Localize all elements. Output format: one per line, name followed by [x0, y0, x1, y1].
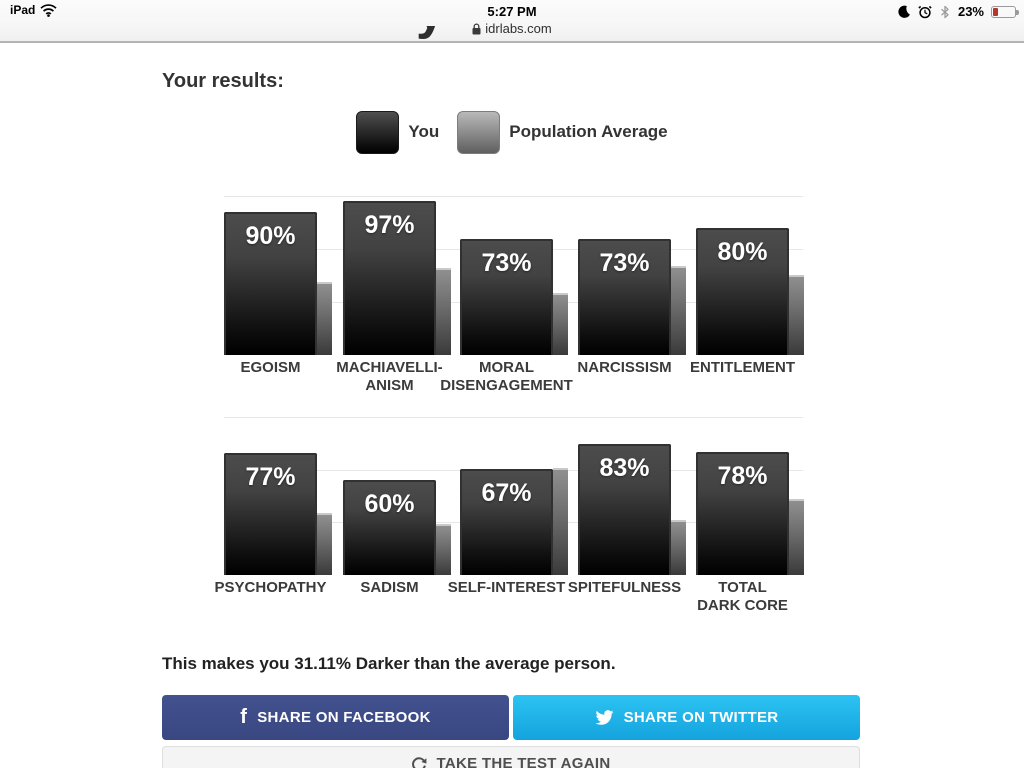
- share-button-row: f SHARE ON FACEBOOK SHARE ON TWITTER: [162, 695, 860, 740]
- bluetooth-icon: [941, 5, 949, 18]
- gridline: [224, 417, 803, 418]
- you-bar: 67%: [460, 469, 553, 575]
- category-label: SPITEFULNESS: [567, 579, 682, 596]
- bar-group: 83%: [578, 444, 686, 575]
- alarm-icon: [918, 5, 932, 18]
- bar-value-label: 83%: [599, 454, 650, 482]
- wifi-icon: [40, 3, 57, 17]
- you-bar: 83%: [578, 444, 671, 575]
- status-right: 23%: [897, 4, 1019, 19]
- darkness-summary: This makes you 31.11% Darker than the av…: [162, 654, 616, 673]
- gridline: [224, 196, 803, 197]
- you-bar: 73%: [460, 239, 553, 355]
- bar-group: 78%: [696, 452, 804, 575]
- page-title-cutoff-descender: y: [416, 26, 462, 43]
- chart-legend: You Population Average: [162, 109, 862, 155]
- chart-plot: 77% 60% 67% 83% 78%: [224, 417, 804, 575]
- clock: 5:27 PM: [487, 4, 537, 19]
- status-left: iPad: [10, 3, 57, 17]
- you-bar: 78%: [696, 452, 789, 575]
- legend-item-you: You: [356, 110, 440, 154]
- you-bar: 97%: [343, 201, 436, 355]
- legend-average-label: Population Average: [509, 122, 668, 141]
- bar-value-label: 97%: [364, 211, 415, 239]
- bar-value-label: 90%: [245, 222, 296, 250]
- category-label: MACHIAVELLI- ANISM: [336, 359, 443, 394]
- category-label: MORAL DISENGAGEMENT: [440, 359, 573, 394]
- traits-chart-row-2: 77% 60% 67% 83% 78% PSYCHOPATHY SADISM SELF-IN…: [215, 417, 804, 614]
- carrier-label: iPad: [10, 3, 36, 17]
- bar-group: 80%: [696, 228, 804, 355]
- traits-chart-row-1: 90% 97% 73% 73% 80% EGOISM MACHIAVELLI- ANISM M…: [224, 196, 804, 394]
- category-label: NARCISSISM: [577, 359, 672, 376]
- bar-value-label: 73%: [599, 249, 650, 277]
- population-average-bar: [317, 282, 332, 355]
- bar-value-label: 80%: [717, 238, 768, 266]
- retake-button-label: TAKE THE TEST AGAIN: [436, 755, 611, 768]
- url-text: idrlabs.com: [485, 21, 552, 36]
- category-label: ENTITLEMENT: [690, 359, 795, 376]
- results-heading: Your results:: [162, 70, 284, 92]
- twitter-button-label: SHARE ON TWITTER: [623, 709, 779, 726]
- population-average-bar: [553, 293, 568, 355]
- battery-fill: [993, 7, 998, 16]
- share-facebook-button[interactable]: f SHARE ON FACEBOOK: [162, 695, 509, 740]
- url-bar[interactable]: idrlabs.com: [0, 21, 1024, 36]
- bar-value-label: 60%: [364, 490, 415, 518]
- bar-group: 77%: [224, 453, 332, 575]
- category-label: SELF-INTEREST: [447, 579, 566, 596]
- bar-group: 97%: [343, 201, 451, 355]
- battery-nub: [1016, 9, 1019, 15]
- population-average-bar: [671, 266, 686, 355]
- you-bar: 90%: [224, 212, 317, 355]
- refresh-icon: [412, 757, 427, 768]
- population-average-bar: [436, 268, 451, 355]
- population-average-bar: [436, 524, 451, 575]
- population-average-bar: [671, 520, 686, 575]
- you-swatch-icon: [356, 110, 400, 154]
- you-bar: 73%: [578, 239, 671, 355]
- legend-item-average: Population Average: [457, 110, 668, 154]
- do-not-disturb-moon-icon: [898, 5, 910, 18]
- bar-value-label: 73%: [481, 249, 532, 277]
- facebook-button-label: SHARE ON FACEBOOK: [257, 709, 431, 726]
- you-bar: 77%: [224, 453, 317, 575]
- bar-value-label: 77%: [245, 463, 296, 491]
- bar-group: 67%: [460, 468, 568, 575]
- bar-group: 90%: [224, 212, 332, 355]
- population-average-bar: [317, 513, 332, 575]
- average-swatch-icon: [457, 110, 501, 154]
- population-average-bar: [789, 275, 804, 355]
- lock-icon: [472, 22, 481, 34]
- bar-group: 60%: [343, 480, 451, 575]
- bar-value-label: 67%: [481, 479, 532, 507]
- twitter-bird-icon: [595, 709, 613, 725]
- take-test-again-button[interactable]: TAKE THE TEST AGAIN: [162, 746, 860, 768]
- category-label: EGOISM: [240, 359, 301, 376]
- facebook-icon: f: [240, 705, 248, 728]
- bar-group: 73%: [460, 239, 568, 355]
- population-average-bar: [789, 499, 804, 575]
- bar-value-label: 78%: [717, 462, 768, 490]
- population-average-bar: [553, 468, 568, 575]
- battery-icon: [991, 5, 1019, 18]
- share-twitter-button[interactable]: SHARE ON TWITTER: [513, 695, 860, 740]
- legend-you-label: You: [408, 122, 440, 141]
- category-label: TOTAL DARK CORE: [697, 579, 788, 614]
- battery-percent: 23%: [957, 4, 984, 19]
- you-bar: 60%: [343, 480, 436, 575]
- category-label: SADISM: [360, 579, 419, 596]
- status-bar: iPad 5:27 PM idrlabs.com: [0, 0, 1024, 43]
- you-bar: 80%: [696, 228, 789, 355]
- category-label: PSYCHOPATHY: [214, 579, 327, 596]
- chart-plot: 90% 97% 73% 73% 80%: [224, 196, 804, 355]
- bar-group: 73%: [578, 239, 686, 355]
